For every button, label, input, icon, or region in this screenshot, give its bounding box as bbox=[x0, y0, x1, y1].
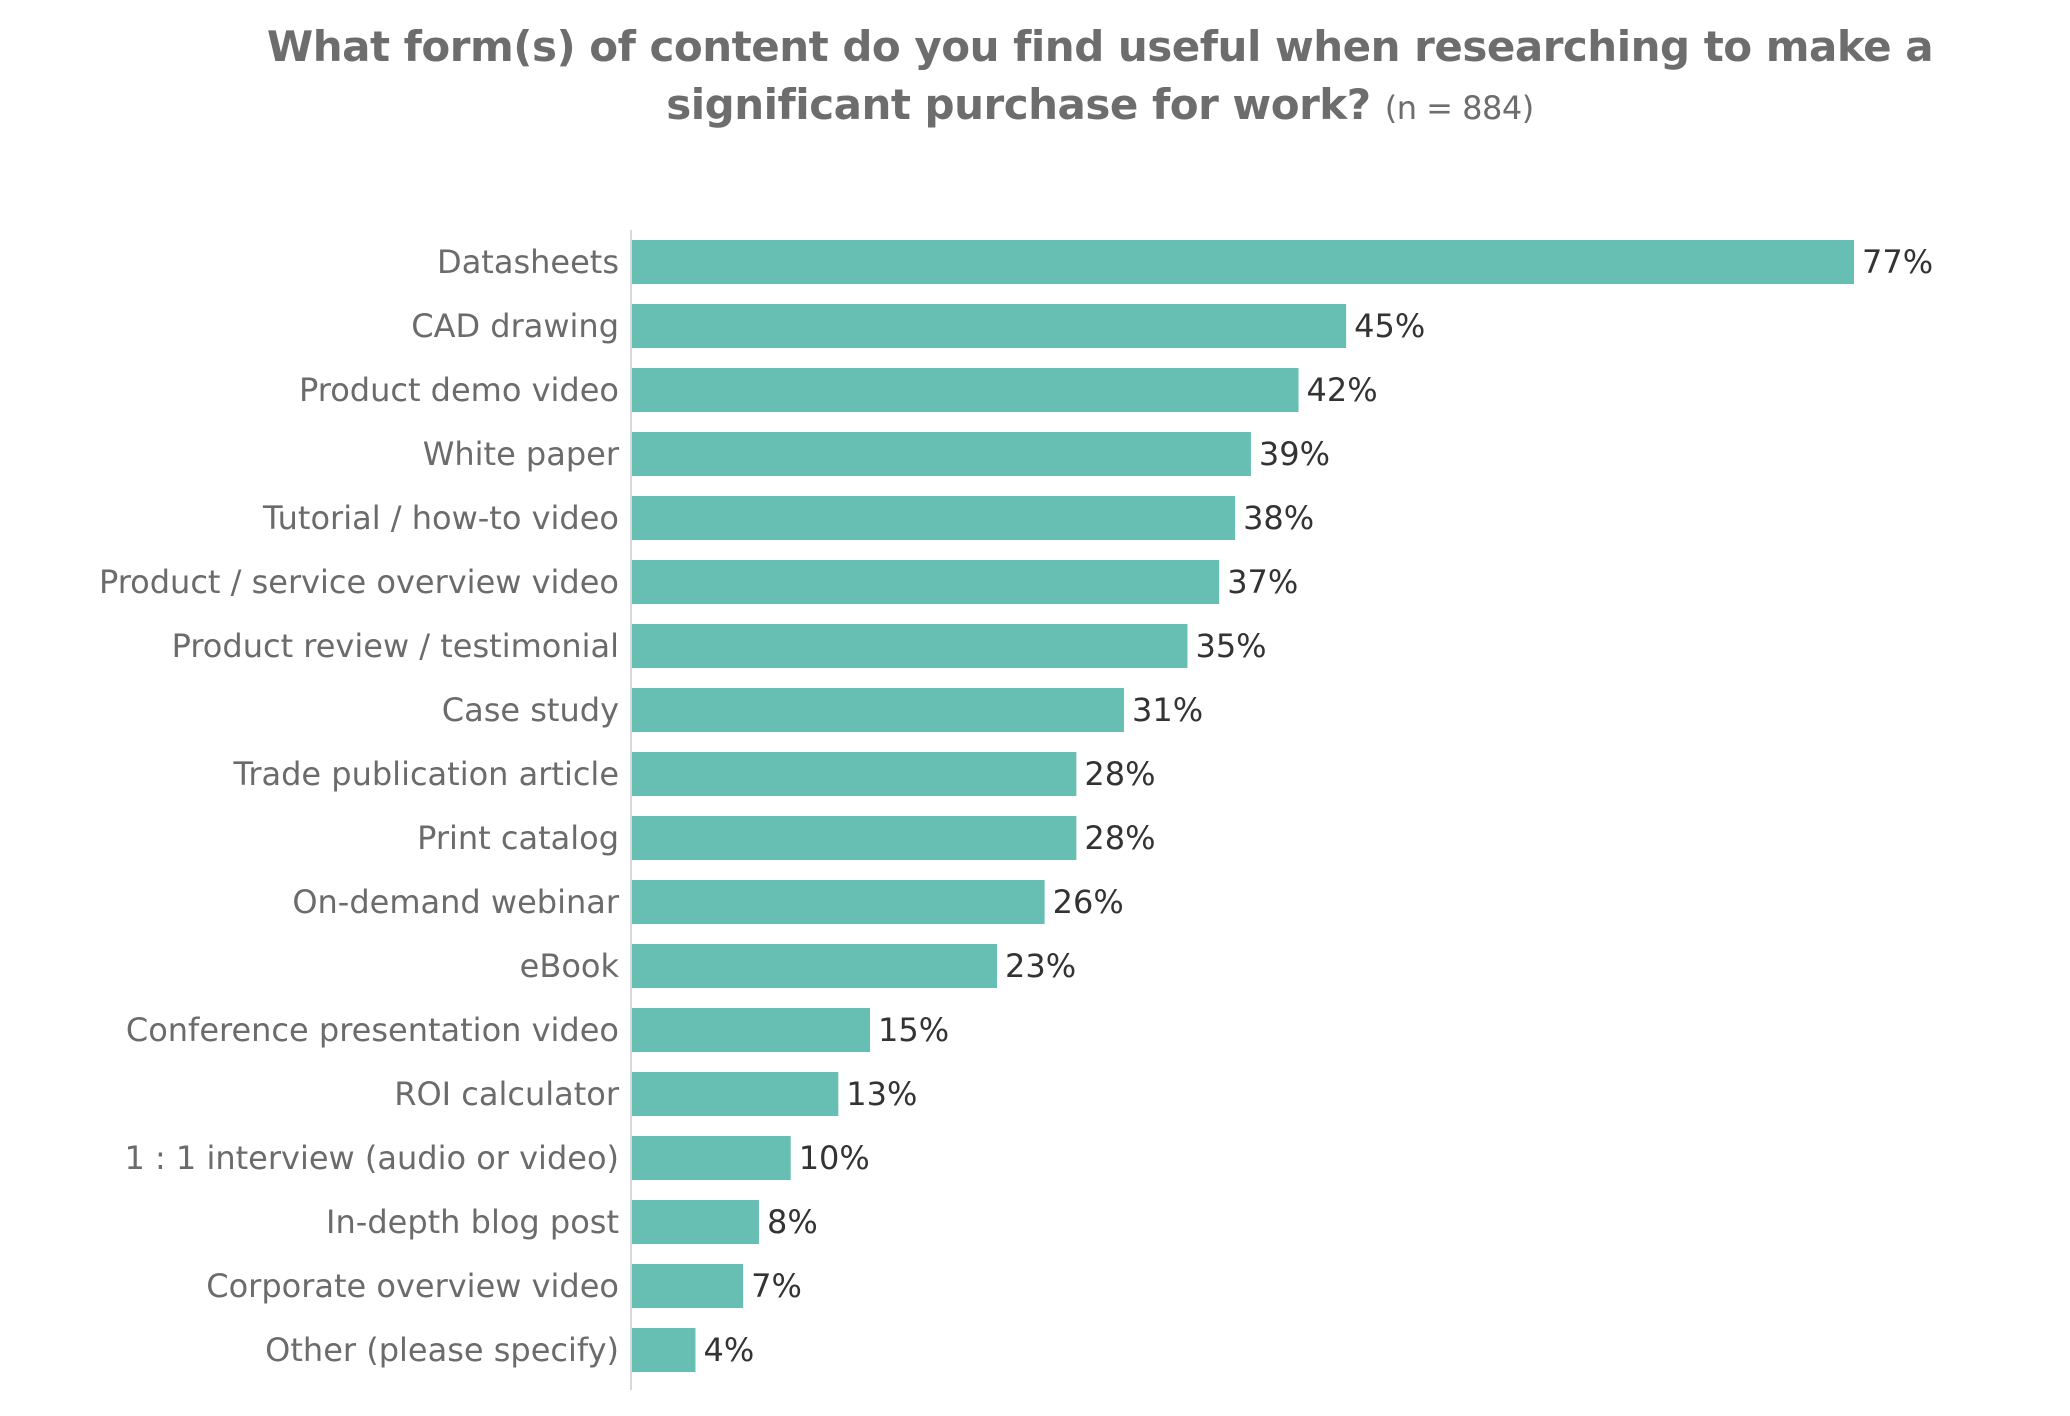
category-label: Print catalog bbox=[417, 819, 619, 857]
chart-title: What form(s) of content do you find usef… bbox=[240, 18, 1960, 137]
category-label: Case study bbox=[442, 691, 619, 729]
data-label: 23% bbox=[1005, 947, 1076, 985]
category-label: 1 : 1 interview (audio or video) bbox=[124, 1139, 619, 1177]
bars-group: Datasheets 77% CAD drawing 45% Product demo … bbox=[99, 240, 1933, 1372]
category-label: In-depth blog post bbox=[326, 1203, 619, 1241]
category-label: On-demand webinar bbox=[292, 883, 620, 921]
category-label: White paper bbox=[423, 435, 620, 473]
data-label: 13% bbox=[846, 1075, 917, 1113]
bar bbox=[632, 816, 1077, 860]
category-label: Conference presentation video bbox=[126, 1011, 619, 1049]
category-label: Other (please specify) bbox=[265, 1331, 619, 1369]
bar bbox=[632, 752, 1077, 796]
data-label: 77% bbox=[1862, 243, 1933, 281]
bar bbox=[632, 432, 1251, 476]
data-label: 42% bbox=[1307, 371, 1378, 409]
data-label: 31% bbox=[1132, 691, 1203, 729]
bar bbox=[632, 496, 1236, 540]
category-label: ROI calculator bbox=[394, 1075, 620, 1113]
data-label: 45% bbox=[1354, 307, 1425, 345]
bar bbox=[632, 1136, 791, 1180]
data-label: 4% bbox=[703, 1331, 754, 1369]
data-label: 35% bbox=[1195, 627, 1266, 665]
category-label: Product review / testimonial bbox=[172, 627, 619, 665]
data-label: 37% bbox=[1227, 563, 1298, 601]
bar bbox=[632, 624, 1188, 668]
chart-title-text: What form(s) of content do you find usef… bbox=[266, 22, 1934, 129]
data-label: 38% bbox=[1243, 499, 1314, 537]
data-label: 26% bbox=[1053, 883, 1124, 921]
data-label: 7% bbox=[751, 1267, 802, 1305]
data-label: 10% bbox=[799, 1139, 870, 1177]
bar bbox=[632, 368, 1299, 412]
data-label: 28% bbox=[1084, 755, 1155, 793]
bar bbox=[632, 1264, 744, 1308]
bar bbox=[632, 1200, 759, 1244]
chart-sample-size: (n = 884) bbox=[1384, 89, 1534, 127]
bar bbox=[632, 304, 1347, 348]
data-label: 39% bbox=[1259, 435, 1330, 473]
data-label: 15% bbox=[878, 1011, 949, 1049]
data-label: 28% bbox=[1084, 819, 1155, 857]
category-label: Trade publication article bbox=[232, 755, 619, 793]
bar bbox=[632, 560, 1220, 604]
category-label: Product demo video bbox=[299, 371, 619, 409]
bar bbox=[632, 944, 998, 988]
category-label: Datasheets bbox=[437, 243, 619, 281]
bar bbox=[632, 1008, 871, 1052]
bar bbox=[632, 880, 1045, 924]
bar bbox=[632, 240, 1854, 284]
bar bbox=[632, 1328, 696, 1372]
category-label: Product / service overview video bbox=[99, 563, 619, 601]
bar bbox=[632, 688, 1124, 732]
category-label: Corporate overview video bbox=[206, 1267, 619, 1305]
data-label: 8% bbox=[767, 1203, 818, 1241]
bar bbox=[632, 1072, 839, 1116]
category-label: Tutorial / how-to video bbox=[262, 499, 619, 537]
category-label: CAD drawing bbox=[411, 307, 619, 345]
category-label: eBook bbox=[520, 947, 620, 985]
